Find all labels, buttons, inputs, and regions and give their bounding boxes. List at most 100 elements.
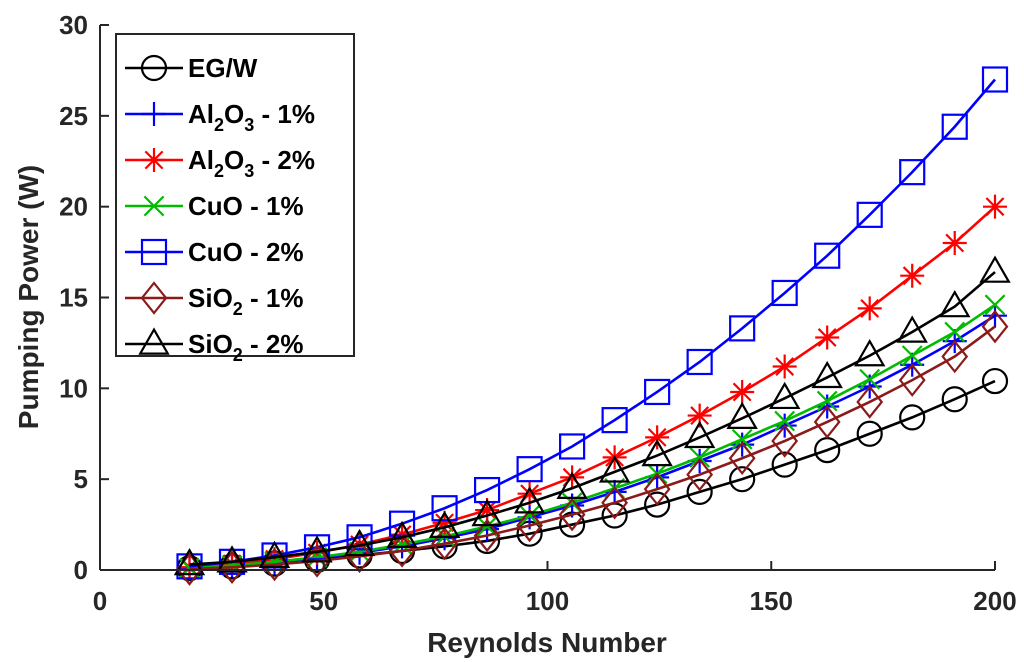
y-axis-label: Pumping Power (W) <box>13 165 44 429</box>
legend-text-part: SiO <box>188 283 233 313</box>
legend-label: EG/W <box>188 53 258 83</box>
data-point <box>343 528 376 557</box>
data-point <box>556 471 588 499</box>
legend: EG/W Al2O3 - 1% Al2O3 - 2% CuO - 1% CuO - 2%… <box>115 33 355 365</box>
data-point <box>598 455 631 483</box>
legend-text-part: - 1% <box>243 283 304 313</box>
legend-item: Al2O3 - 1% <box>125 99 315 135</box>
y-tick-label: 5 <box>74 464 88 494</box>
legend-item: CuO - 2% <box>125 237 304 267</box>
data-point <box>856 385 884 419</box>
legend-subscript: 2 <box>233 299 243 319</box>
data-point <box>432 510 457 535</box>
legend-subscript: 2 <box>214 161 224 181</box>
data-point <box>941 339 969 374</box>
legend-text-part: - 2% <box>254 145 315 175</box>
data-point <box>431 495 458 522</box>
data-point <box>811 360 843 389</box>
legend-text-part: - 2% <box>243 329 304 359</box>
legend-item: CuO - 1% <box>125 191 304 221</box>
legend-text-part: SiO <box>188 329 233 359</box>
legend-label: SiO2 - 1% <box>188 283 304 319</box>
y-tick-label: 30 <box>59 10 88 40</box>
legend-marker <box>140 238 168 266</box>
legend-subscript: 2 <box>214 115 224 135</box>
y-tick-label: 15 <box>59 283 88 313</box>
data-point <box>683 420 716 449</box>
data-point <box>726 401 758 430</box>
data-point <box>475 498 500 523</box>
data-point <box>216 545 248 573</box>
data-point <box>261 547 288 582</box>
data-point <box>431 526 458 561</box>
data-point <box>896 315 928 343</box>
legend-label: CuO - 2% <box>188 237 304 267</box>
x-tick-label: 50 <box>309 586 338 616</box>
data-point <box>220 551 245 576</box>
data-point <box>516 508 544 543</box>
legend-item: SiO2 - 2% <box>125 327 304 365</box>
data-point <box>558 497 586 532</box>
data-point <box>771 424 799 458</box>
data-point <box>771 279 798 307</box>
data-point <box>641 438 673 467</box>
data-point <box>983 303 1007 328</box>
data-point <box>728 441 756 476</box>
legend-text-part: Al <box>188 145 214 175</box>
data-point <box>941 113 968 140</box>
y-tick-label: 10 <box>59 373 88 403</box>
data-point <box>428 510 461 539</box>
data-point <box>689 446 711 468</box>
data-point <box>643 472 671 506</box>
legend-box <box>115 33 355 357</box>
legend-subscript: 2 <box>233 345 243 365</box>
data-point <box>173 547 206 576</box>
x-tick-label: 200 <box>973 586 1016 616</box>
legend-text-part: O <box>224 145 244 175</box>
data-point <box>471 498 503 527</box>
data-point <box>901 345 923 367</box>
legend-marker <box>140 54 168 82</box>
legend-marker <box>138 327 170 355</box>
data-point <box>815 325 840 350</box>
data-point <box>560 465 585 490</box>
legend-marker <box>142 102 166 126</box>
legend-marker <box>143 195 165 217</box>
data-point <box>859 368 881 390</box>
data-point <box>644 378 671 406</box>
y-ticks: 0 5 10 15 20 25 30 <box>59 10 109 585</box>
legend-text-part: CuO - 1% <box>188 191 304 221</box>
legend-label: Al2O3 - 2% <box>188 145 315 181</box>
data-point <box>645 425 670 450</box>
data-point <box>981 367 1009 395</box>
legend-item: Al2O3 - 2% <box>125 145 315 181</box>
legend-marker <box>142 148 166 172</box>
y-tick-label: 20 <box>59 192 88 222</box>
data-point <box>856 201 883 228</box>
data-point <box>813 405 841 439</box>
data-point <box>346 539 373 574</box>
data-point <box>984 294 1006 316</box>
data-point <box>601 486 629 520</box>
data-point <box>686 348 713 376</box>
legend-text-part: O <box>224 99 244 129</box>
data-point <box>981 309 1009 344</box>
data-point <box>513 486 546 514</box>
x-tick-label: 100 <box>526 586 569 616</box>
data-point <box>774 410 796 432</box>
legend-marker <box>140 281 168 315</box>
data-point <box>517 481 542 506</box>
data-point <box>772 354 797 379</box>
data-point <box>768 381 801 410</box>
data-point <box>771 451 798 478</box>
data-point <box>301 535 333 563</box>
data-point <box>939 289 971 318</box>
data-point <box>559 433 586 460</box>
y-tick-label: 0 <box>74 555 88 585</box>
data-point <box>856 420 883 447</box>
series-line <box>189 78 996 568</box>
data-point <box>729 315 756 342</box>
x-ticks: 0 50 100 150 200 <box>93 561 1017 616</box>
data-point <box>644 491 671 518</box>
